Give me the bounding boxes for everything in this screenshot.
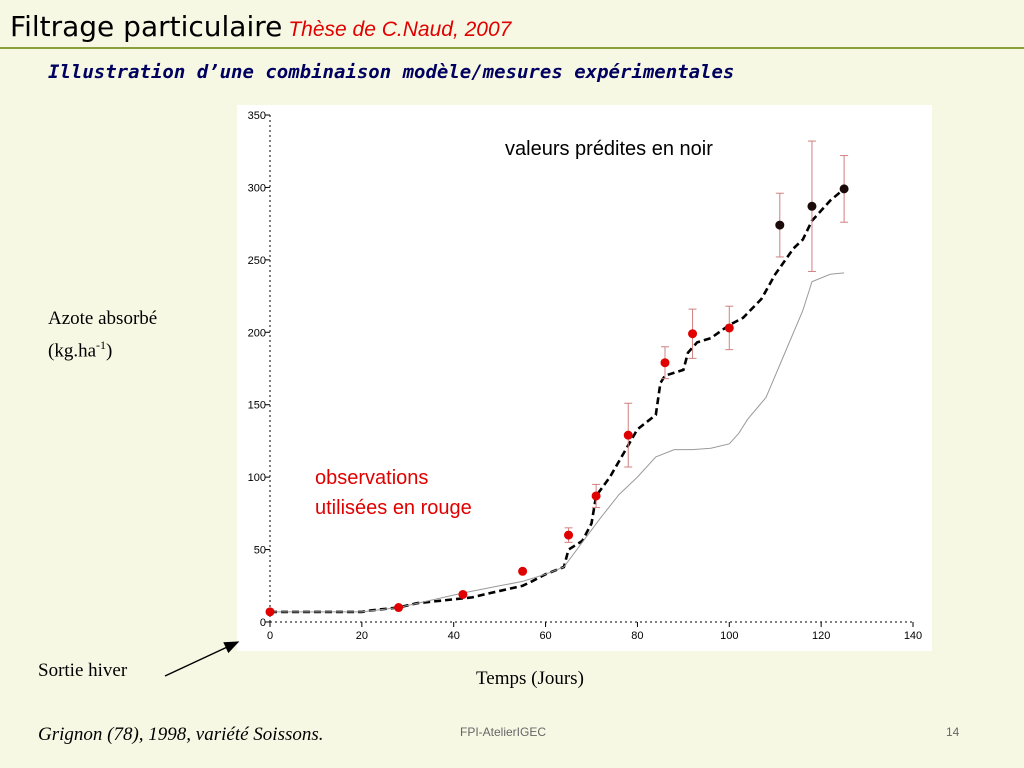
x-tick-label: 100 [720, 630, 738, 642]
y-unit-suffix: ) [106, 340, 113, 362]
slide-title: Filtrage particulaire Thèse de C.Naud, 20… [10, 10, 511, 43]
y-tick-label: 0 [260, 617, 266, 629]
y-tick-label: 350 [248, 110, 266, 122]
y-axis-label: Azote absorbé (kg.ha-1) [48, 306, 157, 364]
observed-point [564, 530, 574, 540]
observations-note-line1: observations [315, 467, 429, 489]
plot-background [237, 105, 932, 651]
x-tick-label: 120 [812, 630, 830, 642]
slide-subtitle: Illustration d’une combinaison modèle/me… [48, 61, 735, 83]
x-tick-label: 60 [539, 630, 551, 642]
title-divider [0, 47, 1024, 49]
slide-title-main: Filtrage particulaire [10, 10, 283, 43]
predicted-mean-line [270, 187, 845, 614]
y-unit-superscript: -1 [96, 338, 107, 352]
y-unit-prefix: (kg.ha [48, 340, 97, 362]
y-axis-label-unit: (kg.ha-1) [48, 332, 157, 364]
model-without-filter-line [270, 272, 845, 613]
slide-number: 14 [946, 725, 960, 739]
predicted-values-note: valeurs prédites en noir [505, 138, 713, 160]
x-tick-label: 40 [448, 630, 460, 642]
observed-point [518, 566, 528, 576]
x-tick-label: 0 [267, 630, 273, 642]
observations-note-line2: utilisées en rouge [315, 497, 472, 519]
predicted-point [807, 201, 817, 211]
observed-point [394, 603, 404, 613]
observed-point [623, 430, 633, 440]
x-tick-label: 140 [904, 630, 922, 642]
observed-point [265, 607, 275, 617]
footer-text: FPI-AtelierIGEC [460, 725, 547, 739]
x-tick-label: 80 [631, 630, 643, 642]
y-tick-label: 200 [248, 327, 266, 339]
x-axis-label: Temps (Jours) [476, 668, 584, 689]
y-axis-label-main: Azote absorbé [48, 308, 158, 329]
slide-title-reference: Thèse de C.Naud, 2007 [288, 18, 512, 41]
y-tick-label: 150 [248, 400, 266, 412]
observed-point [724, 323, 734, 333]
observations-note: observations utilisées en rouge [315, 463, 472, 523]
sortie-hiver-label: Sortie hiver [38, 660, 128, 681]
y-tick-label: 100 [248, 472, 266, 484]
y-tick-label: 250 [248, 255, 266, 267]
y-tick-label: 300 [248, 182, 266, 194]
observed-point [458, 589, 468, 599]
predicted-point [775, 220, 785, 230]
x-tick-label: 20 [356, 630, 368, 642]
y-tick-label: 50 [254, 545, 266, 557]
predicted-point [839, 184, 849, 194]
source-citation: Grignon (78), 1998, variété Soissons. [38, 724, 324, 745]
observed-point [688, 329, 698, 339]
observed-point [591, 491, 601, 501]
observed-point [660, 358, 670, 368]
